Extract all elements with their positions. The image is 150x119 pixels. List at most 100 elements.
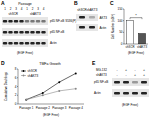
membrane — [76, 14, 98, 21]
band — [3, 20, 7, 23]
membrane — [2, 39, 48, 47]
tick — [17, 95, 18, 96]
legend-marker — [23, 75, 25, 77]
annotation: * — [135, 13, 137, 18]
band — [25, 20, 29, 23]
lane-label: 2 — [10, 7, 12, 11]
band — [14, 20, 18, 23]
sign: - — [134, 68, 136, 72]
tick-label: 0 — [121, 42, 123, 46]
band — [123, 92, 129, 95]
band — [89, 16, 95, 19]
lane-label: 1 — [26, 7, 28, 11]
bar — [138, 34, 145, 45]
row-label: Actin — [94, 91, 101, 95]
category-label: shSCR — [126, 45, 135, 49]
sign: + — [134, 73, 136, 77]
tick-label: 150 — [117, 7, 122, 11]
legend-label: shAKT3 — [28, 74, 39, 78]
row-label: p65 NF-κB S536(P) — [50, 19, 76, 23]
tick — [17, 86, 18, 87]
band — [30, 42, 34, 45]
lane-label: shAKT3 — [87, 8, 98, 12]
tick-label: 100 — [117, 19, 122, 23]
band — [36, 31, 40, 34]
header: Passage — [18, 2, 32, 6]
tick-label: 4 — [15, 85, 17, 89]
band — [89, 26, 95, 29]
marker — [42, 94, 44, 96]
sign: + — [143, 68, 145, 72]
band — [25, 31, 29, 34]
category-label: Passage 3 — [52, 106, 67, 110]
line — [26, 89, 76, 100]
tick — [17, 104, 18, 105]
footer: (EGF Free) — [17, 51, 33, 55]
tick-label: 0 — [15, 102, 17, 106]
band — [36, 20, 40, 23]
row-label: Actin — [50, 41, 57, 45]
subtitle: (EGF Free) — [43, 113, 59, 117]
membrane — [112, 78, 149, 86]
marker — [75, 88, 77, 90]
panel-label: A — [1, 0, 5, 6]
tick — [123, 9, 124, 10]
panel-label: D — [1, 60, 5, 66]
tick-label: 8 — [15, 67, 17, 71]
category-label: Passage 1 — [19, 106, 34, 110]
y-axis — [18, 69, 19, 104]
treatment-label: shAKT3 — [96, 73, 107, 77]
lane-label: 2 — [32, 7, 34, 11]
band — [141, 92, 147, 95]
tick-label: 6 — [15, 76, 17, 80]
band — [79, 26, 85, 29]
sign: + — [143, 73, 145, 77]
tick — [123, 32, 124, 33]
group-label: shSCR — [8, 12, 18, 16]
row-label: p65 NF-κB — [94, 80, 108, 84]
marker — [75, 72, 77, 74]
band — [41, 20, 45, 23]
band — [14, 31, 18, 34]
axis-label: Cell Number (x10⁴) — [111, 14, 115, 40]
row-label: AKT3 — [100, 16, 108, 20]
panel-label: C — [110, 0, 114, 6]
group-label: shAKT3 — [30, 12, 41, 16]
category-label: Passage 4 — [69, 106, 84, 110]
subtitle: (EGF Free) — [128, 51, 144, 55]
band — [19, 31, 23, 34]
sign: - — [116, 68, 118, 72]
legend-label: shSCR — [28, 69, 38, 73]
band — [3, 42, 7, 45]
y-axis — [124, 9, 125, 44]
lane-label: 1 — [4, 7, 6, 11]
treatment-label: MG-132 — [96, 68, 107, 72]
lines — [25, 72, 77, 100]
band — [132, 92, 138, 95]
band — [25, 42, 29, 45]
axis-label: Cumulative Doublings — [4, 71, 8, 101]
band — [8, 42, 12, 45]
tick-label: 50 — [119, 30, 123, 34]
bar — [126, 21, 133, 44]
membrane — [2, 28, 48, 36]
legend-marker — [23, 70, 25, 72]
row-label: p65 NF-κB — [50, 30, 64, 34]
panel-label: B — [74, 0, 78, 6]
band — [8, 31, 12, 34]
band — [123, 81, 129, 84]
x-axis — [18, 104, 84, 105]
band — [132, 81, 138, 84]
sign: + — [125, 68, 127, 72]
tick — [123, 44, 124, 45]
legend-swatch — [21, 71, 26, 72]
membrane — [76, 24, 98, 31]
category-label: shAKT3 — [137, 45, 147, 49]
band — [30, 20, 34, 23]
tick-label: 2 — [15, 93, 17, 97]
band — [3, 31, 7, 34]
band — [30, 31, 34, 34]
lane-label: 4 — [43, 7, 45, 11]
lane-label: 3 — [15, 7, 17, 11]
band — [41, 31, 45, 34]
